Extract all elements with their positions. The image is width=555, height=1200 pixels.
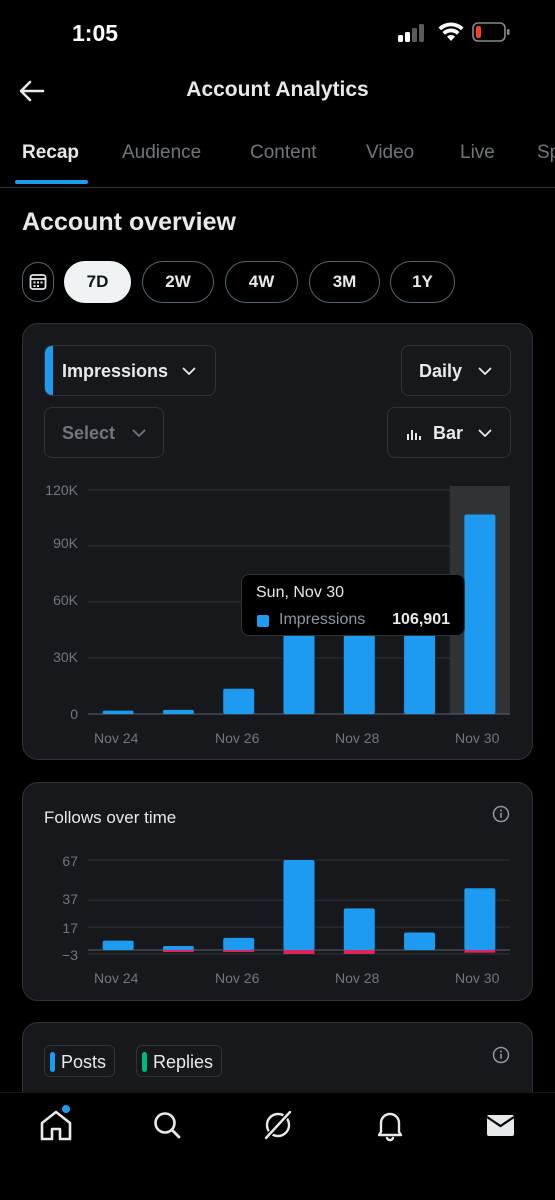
search-icon[interactable]	[147, 1105, 187, 1145]
follows-bar	[223, 937, 255, 950]
y-tick-label: 90K	[53, 535, 78, 551]
unfollows-bar	[223, 949, 255, 952]
chart-bar	[343, 626, 375, 714]
x-tick-label: Nov 24	[94, 970, 139, 986]
follows-bar	[343, 908, 375, 950]
info-icon[interactable]	[492, 1046, 510, 1064]
range-3m-button[interactable]: 3M	[309, 261, 380, 303]
notification-dot	[62, 1105, 70, 1113]
unfollows-bar	[162, 949, 194, 952]
y-tick-label: 67	[62, 853, 78, 869]
follows-bar-chart	[88, 859, 510, 955]
date-range-selector: 7D 2W 4W 3M 1Y	[0, 261, 555, 303]
x-tick-label: Nov 24	[94, 730, 139, 746]
tab-audience[interactable]: Audience	[122, 142, 202, 163]
page-title: Account Analytics	[186, 78, 369, 101]
chart-bar	[464, 514, 496, 714]
info-icon[interactable]	[492, 805, 510, 823]
x-tick-label: Nov 28	[335, 970, 380, 986]
status-time: 1:05	[72, 20, 119, 46]
tooltip-series-name: Impressions	[279, 611, 366, 628]
compare-dropdown[interactable]: Select	[44, 407, 164, 458]
range-4w-button[interactable]: 4W	[225, 261, 298, 303]
unfollows-bar	[283, 949, 315, 954]
metric-color-indicator	[45, 346, 53, 395]
granularity-dropdown-label: Daily	[419, 361, 463, 381]
tab-live[interactable]: Live	[460, 142, 495, 163]
range-1y-button[interactable]: 1Y	[390, 261, 455, 303]
follows-bar	[102, 940, 134, 950]
messages-mail-icon[interactable]	[480, 1105, 520, 1145]
chart-bar	[223, 688, 255, 714]
wifi-icon	[438, 22, 464, 41]
tab-bar: Recap Audience Content Video Live Sp	[0, 118, 555, 188]
x-tick-label: Nov 30	[455, 970, 500, 986]
impressions-bar-chart	[88, 486, 510, 715]
x-tick-label: Nov 26	[215, 970, 260, 986]
legend-label: Posts	[61, 1052, 107, 1072]
status-bar: 1:05	[0, 0, 555, 66]
y-tick-label: 120K	[45, 482, 78, 498]
chart-type-dropdown[interactable]: Bar	[387, 407, 511, 458]
app-header: Account Analytics	[0, 66, 555, 116]
tab-video[interactable]: Video	[366, 142, 415, 163]
tab-spaces[interactable]: Sp	[537, 142, 555, 163]
y-tick-label: 30K	[53, 649, 78, 665]
y-tick-label: 37	[62, 891, 78, 907]
chart-tooltip: Sun, Nov 30 Impressions 106,901	[241, 574, 465, 636]
x-tick-label: Nov 28	[335, 730, 380, 746]
x-tick-label: Nov 30	[455, 730, 500, 746]
granularity-dropdown[interactable]: Daily	[401, 345, 511, 396]
y-tick-label: 0	[70, 706, 78, 722]
legend-swatch	[142, 1052, 147, 1072]
chart-bar	[404, 626, 436, 714]
legend-posts[interactable]: Posts	[44, 1045, 115, 1077]
tooltip-value: 106,901	[392, 611, 450, 628]
x-tick-label: Nov 26	[215, 730, 260, 746]
chevron-down-icon	[478, 367, 492, 375]
follows-bar	[283, 860, 315, 950]
section-title: Account overview	[22, 208, 236, 236]
bar-chart-icon	[407, 430, 421, 440]
range-2w-button[interactable]: 2W	[142, 261, 214, 303]
follows-bar	[162, 945, 194, 950]
home-icon[interactable]	[36, 1105, 76, 1145]
chart-bar	[283, 626, 315, 714]
chevron-down-icon	[132, 429, 146, 437]
tab-recap[interactable]: Recap	[22, 142, 80, 163]
legend-label: Replies	[153, 1052, 214, 1072]
chart-type-dropdown-label: Bar	[433, 423, 464, 443]
chevron-down-icon	[478, 429, 492, 437]
follows-bar	[464, 888, 496, 950]
back-arrow-icon[interactable]	[16, 76, 48, 106]
y-tick-label: −3	[62, 947, 78, 963]
unfollows-bar	[464, 949, 496, 953]
follows-bar	[404, 932, 436, 950]
tooltip-series-swatch	[257, 615, 269, 627]
tab-content[interactable]: Content	[250, 142, 317, 163]
chevron-down-icon	[182, 367, 196, 375]
follows-card	[22, 782, 533, 1001]
calendar-button[interactable]	[22, 262, 54, 302]
metric-dropdown[interactable]: Impressions	[44, 345, 216, 396]
tooltip-date: Sun, Nov 30	[256, 584, 345, 601]
range-7d-button[interactable]: 7D	[64, 261, 131, 303]
tab-active-indicator	[15, 180, 88, 184]
compare-dropdown-label: Select	[62, 423, 116, 443]
legend-swatch	[50, 1052, 55, 1072]
unfollows-bar	[343, 949, 375, 954]
y-tick-label: 17	[62, 920, 78, 936]
calendar-icon	[29, 274, 47, 290]
chart-bar	[102, 710, 134, 714]
follows-card-title: Follows over time	[44, 808, 177, 827]
chart-bar	[162, 709, 194, 714]
metric-dropdown-label: Impressions	[62, 361, 169, 381]
legend-replies[interactable]: Replies	[136, 1045, 222, 1077]
bottom-navigation	[0, 1092, 555, 1200]
y-tick-label: 60K	[53, 592, 78, 608]
cellular-signal-icon	[398, 24, 428, 42]
battery-icon	[472, 22, 510, 42]
grok-icon[interactable]	[258, 1105, 298, 1145]
notifications-bell-icon[interactable]	[370, 1105, 410, 1145]
